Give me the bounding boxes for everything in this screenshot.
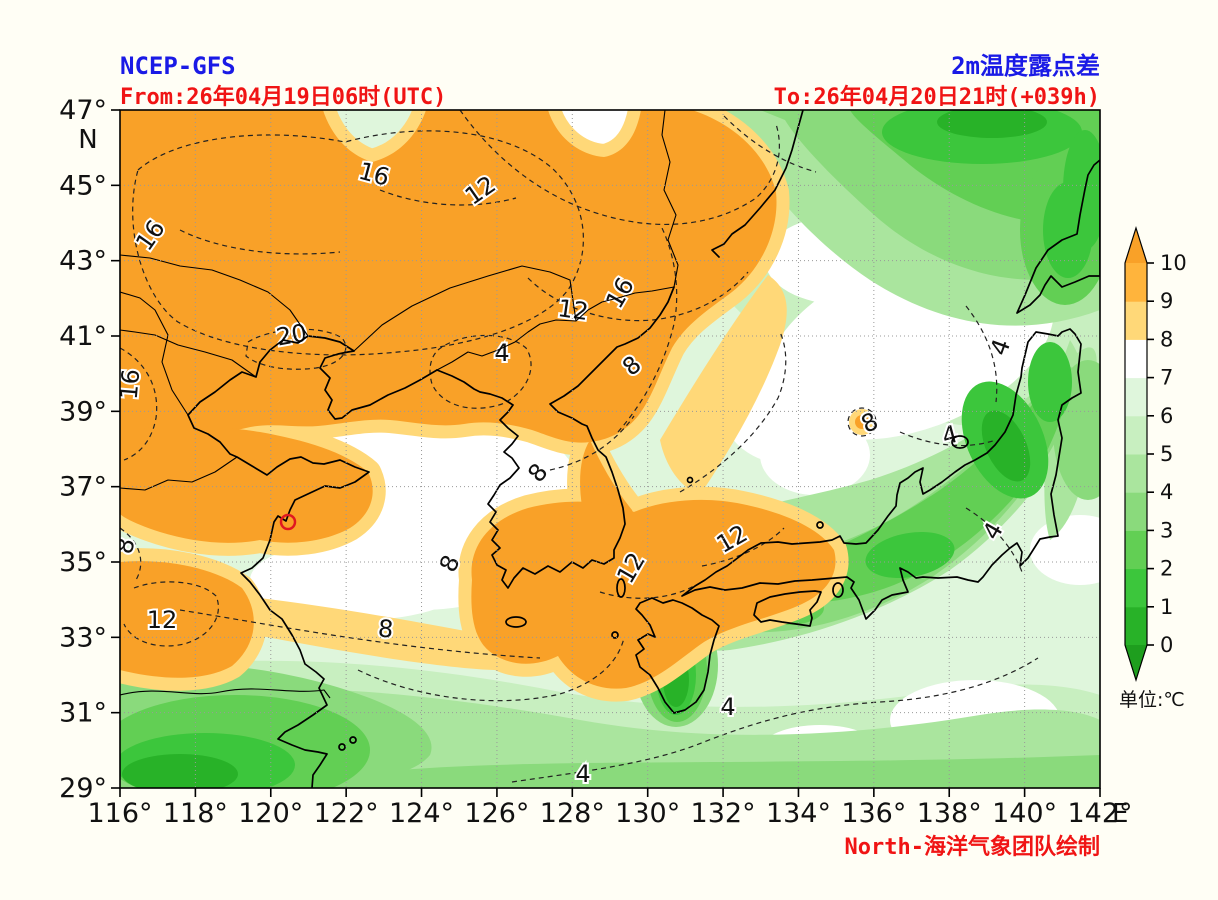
x-tick-label: 124° (389, 798, 454, 829)
colorbar-segment (1125, 569, 1147, 608)
y-tick-label: 33° (59, 622, 107, 653)
weather-map-figure: NCEP-GFS 2m温度露点差 From:26年04月19日06时(UTC) … (0, 0, 1218, 900)
colorbar-segment (1125, 378, 1147, 417)
colorbar-tick-label: 8 (1160, 327, 1173, 351)
x-axis-unit: E (1112, 799, 1128, 829)
x-tick-label: 132° (691, 798, 756, 829)
colorbar-tick-label: 1 (1160, 595, 1173, 619)
colorbar-tick-label: 2 (1160, 557, 1173, 581)
y-tick-label: 39° (59, 396, 107, 427)
colorbar-segment (1125, 492, 1147, 531)
x-tick-label: 138° (917, 798, 982, 829)
valid-from-label: From:26年04月19日06时(UTC) (120, 84, 446, 110)
x-tick-label: 134° (766, 798, 831, 829)
x-tick-label: 118° (163, 798, 228, 829)
colorbar-tick-label: 6 (1160, 404, 1173, 428)
contour-label: 8 (377, 614, 395, 643)
colorbar-segment (1125, 339, 1147, 378)
y-tick-label: 47° (59, 95, 107, 126)
map-area: 16161220121616488881281212844444 (100, 100, 1130, 805)
colorbar: 单位:℃ 0 1 2 3 4 5 6 7 8 9 10 (1119, 228, 1187, 711)
x-tick-label: 126° (464, 798, 529, 829)
credit-text: North-海洋气象团队绘制 (845, 834, 1100, 860)
colorbar-tick-label: 10 (1160, 251, 1187, 275)
y-tick-label: 29° (59, 773, 107, 804)
x-tick-label: 130° (615, 798, 680, 829)
colorbar-segment (1125, 416, 1147, 455)
colorbar-under-arrow (1125, 645, 1147, 680)
contour-label: 20 (274, 319, 309, 352)
y-tick-label: 37° (59, 472, 107, 503)
colorbar-tick-label: 9 (1160, 289, 1173, 313)
contour-label: 12 (147, 606, 178, 634)
x-tick-label: 128° (540, 798, 605, 829)
y-tick-label: 41° (59, 321, 107, 352)
colorbar-tick-label: 7 (1160, 366, 1173, 390)
x-tick-label: 140° (992, 798, 1057, 829)
colorbar-segment (1125, 454, 1147, 493)
x-tick-label: 122° (314, 798, 379, 829)
shaded-fill-layer (100, 100, 1130, 805)
model-name: NCEP-GFS (120, 52, 236, 80)
colorbar-segment (1125, 607, 1147, 646)
colorbar-tick-label: 5 (1160, 442, 1173, 466)
colorbar-segment (1125, 530, 1147, 569)
contour-label: 4 (575, 760, 590, 788)
colorbar-tick-label: 0 (1160, 633, 1173, 657)
colorbar-unit-label: 单位:℃ (1119, 689, 1185, 711)
y-tick-label: 43° (59, 246, 107, 277)
page-title: 2m温度露点差 (951, 52, 1100, 80)
colorbar-segment (1125, 301, 1147, 340)
y-tick-label: 35° (59, 547, 107, 578)
colorbar-tick-label: 4 (1160, 480, 1173, 504)
y-tick-label: 31° (59, 698, 107, 729)
y-tick-label: 45° (59, 170, 107, 201)
valid-to-label: To:26年04月20日21时(+039h) (774, 84, 1100, 110)
colorbar-segment (1125, 263, 1147, 302)
colorbar-over-arrow (1125, 228, 1147, 263)
colorbar-tick-label: 3 (1160, 518, 1173, 542)
x-tick-label: 136° (841, 798, 906, 829)
x-tick-label: 120° (238, 798, 303, 829)
y-axis-unit: N (78, 125, 97, 155)
